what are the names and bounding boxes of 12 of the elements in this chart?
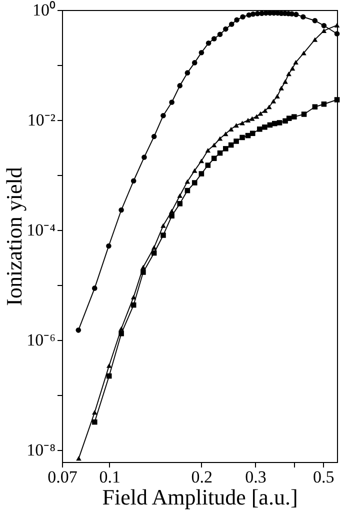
y-axis-title: Ionization yield [2,167,27,306]
y-tick-label: 10⁻⁴ [26,220,56,240]
y-tick-label: 10⁻² [27,110,56,130]
x-axis-title: Field Amplitude [a.u.] [102,484,298,510]
y-tick-label: 10⁻⁸ [26,440,56,460]
y-tick-label: 10⁰ [32,0,56,20]
x-tick-label: 0.2 [191,468,213,486]
x-tick-label: 0.3 [245,468,266,486]
x-tick-label: 0.1 [99,468,120,486]
y-tick-label: 10⁻⁶ [26,330,56,350]
x-tick-label: 0.07 [48,468,78,486]
x-tick-label: 0.5 [313,468,334,486]
